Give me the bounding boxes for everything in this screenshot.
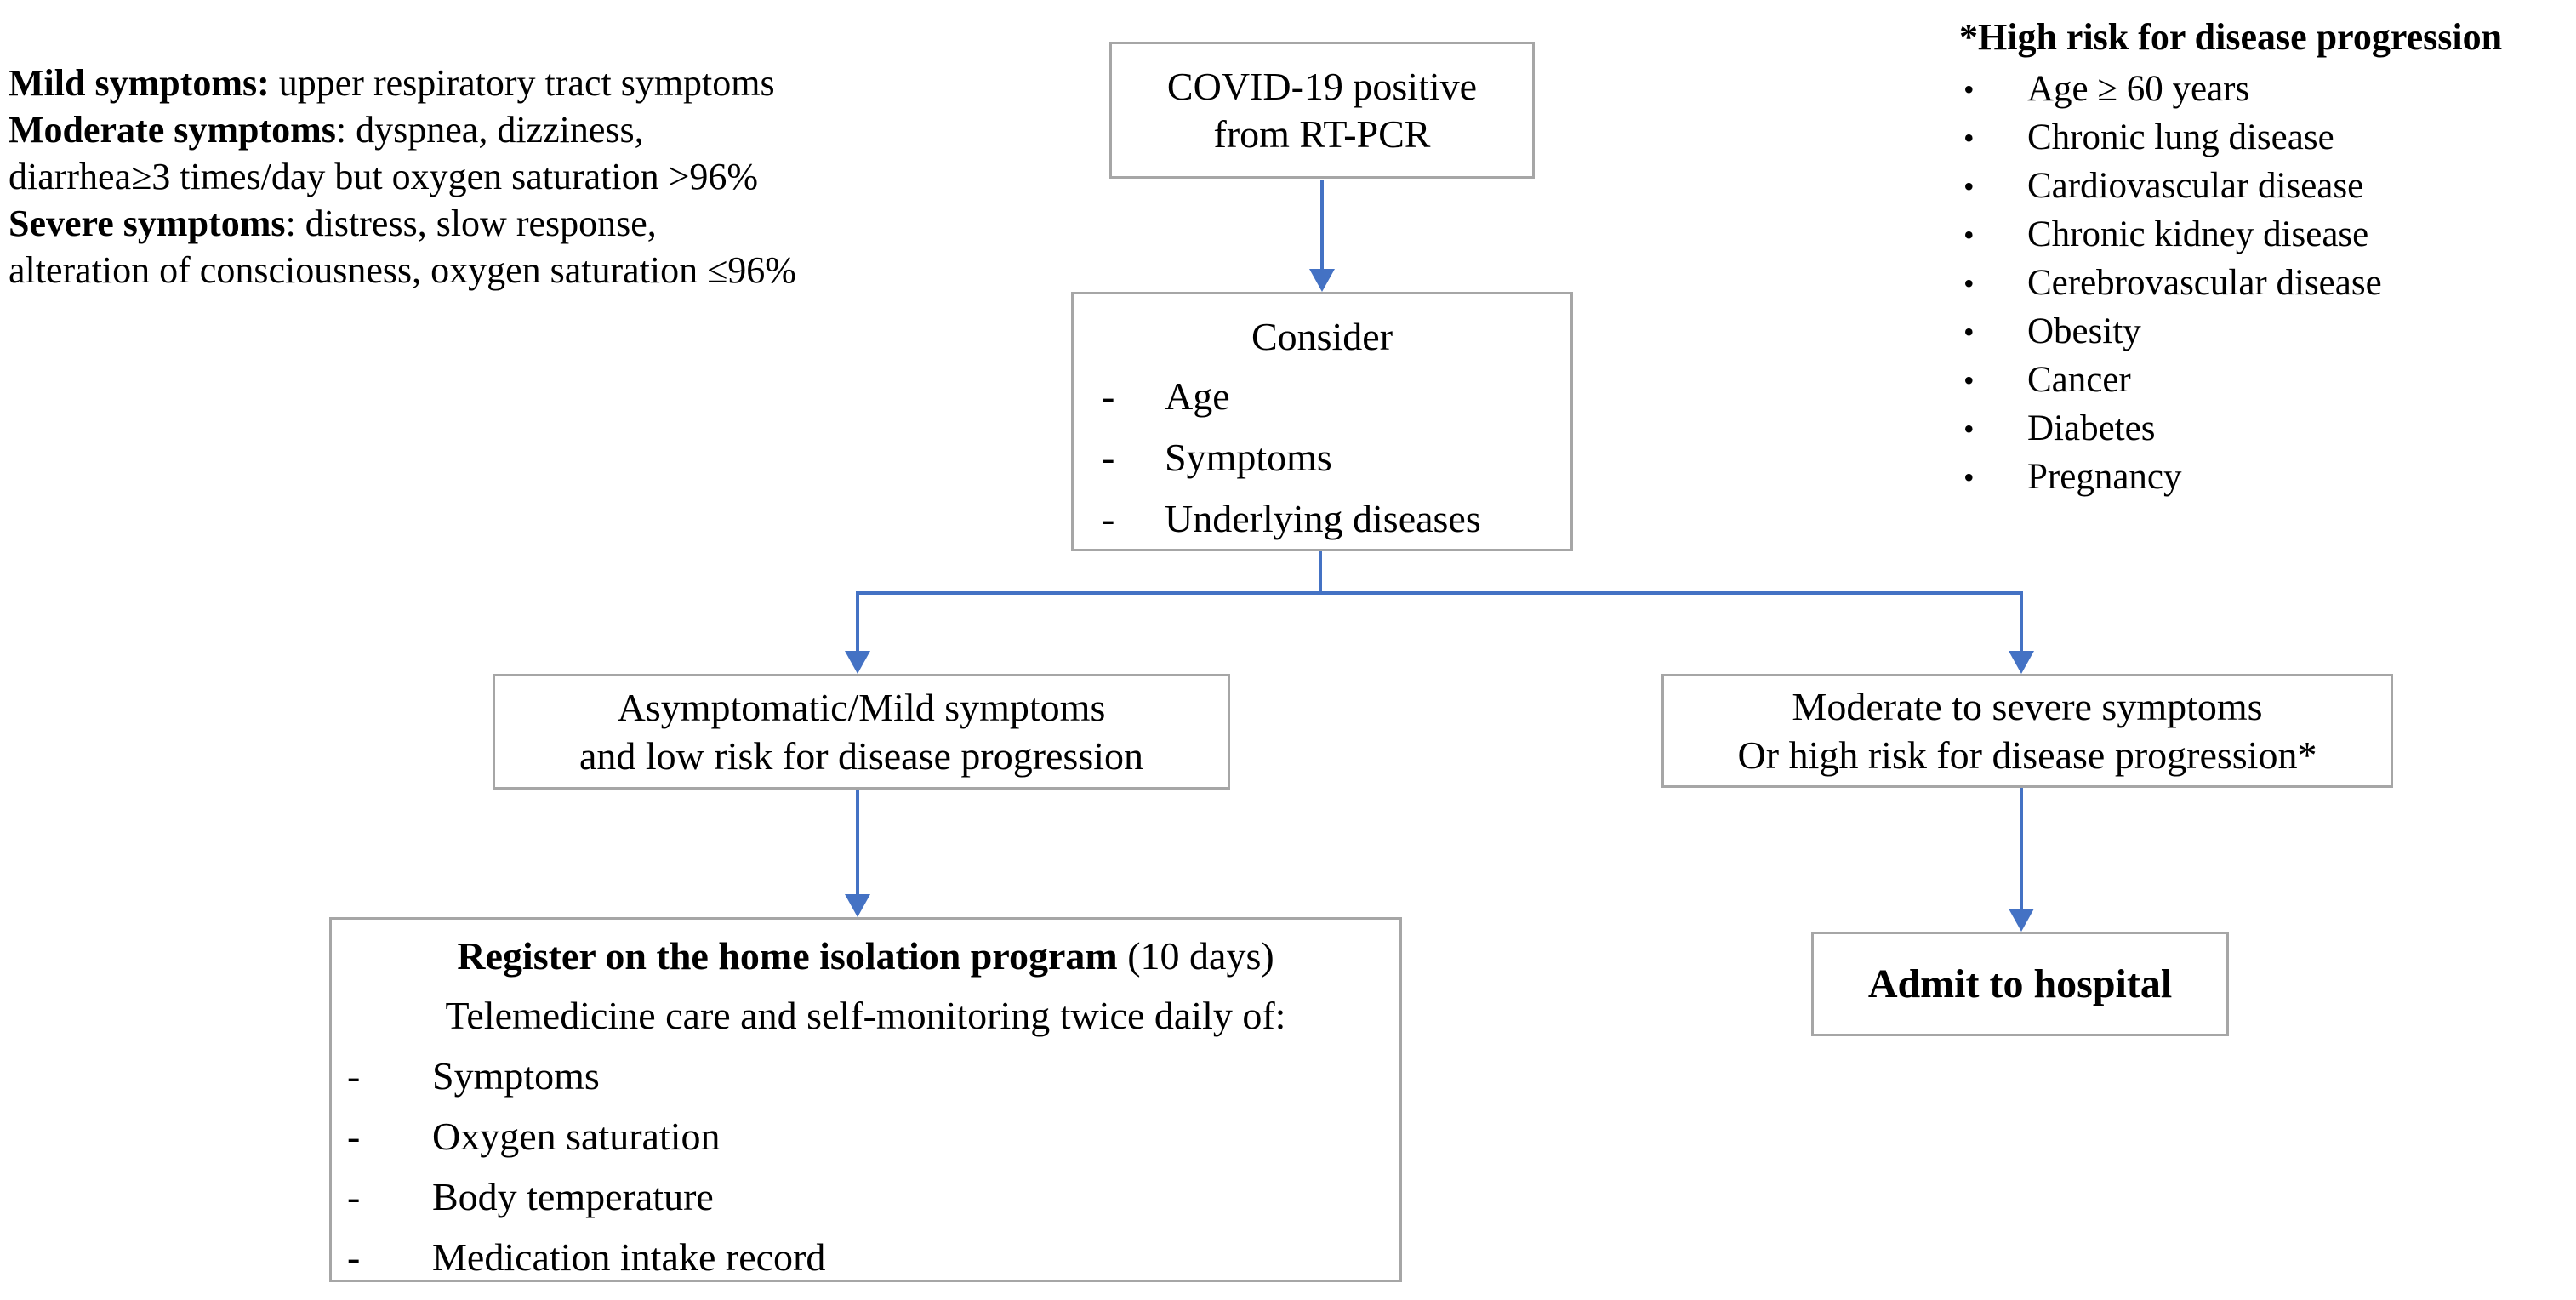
- consider-box: Consider - Age - Symptoms - Underlying dise…: [1071, 292, 1573, 551]
- arrow-down-icon: [1309, 269, 1335, 292]
- monitoring-item-oxygen-saturation: - Oxygen saturation: [332, 1106, 1399, 1166]
- dash-marker: -: [347, 1054, 361, 1098]
- dash-marker: -: [1102, 374, 1115, 418]
- arrow-split-to-mild-line: [856, 591, 859, 653]
- covid-box-line1: COVID-19 positive: [1166, 64, 1478, 108]
- list-item: • Chronic kidney disease: [1963, 214, 2369, 254]
- bullet-marker: •: [1963, 459, 1975, 494]
- dash-marker: -: [1102, 497, 1115, 540]
- arrow-severe-to-admit-line: [2020, 788, 2023, 910]
- moderate-symptoms-label: Moderate symptoms: [9, 109, 336, 151]
- mild-symptoms-label: Mild symptoms:: [9, 62, 270, 104]
- dash-marker: -: [1102, 436, 1115, 479]
- monitoring-item-medication-record: - Medication intake record: [332, 1227, 1399, 1287]
- consider-item-underlying-diseases: - Underlying diseases: [1074, 488, 1570, 550]
- list-item: • Pregnancy: [1963, 457, 2182, 497]
- list-item: • Age ≥ 60 years: [1963, 69, 2250, 109]
- bullet-marker: •: [1963, 362, 1975, 397]
- list-item: • Cerebrovascular disease: [1963, 263, 2382, 303]
- dash-marker: -: [347, 1115, 361, 1158]
- symptom-severity-legend: Mild symptoms: upper respiratory tract s…: [9, 60, 927, 294]
- covid-box-line2: from RT-PCR: [1213, 111, 1431, 156]
- arrow-down-icon: [845, 894, 870, 917]
- arrow-split-to-severe-line: [2020, 591, 2023, 653]
- consider-box-title: Consider: [1251, 315, 1393, 358]
- legend-line-moderate: Moderate symptoms: dyspnea, dizziness,: [9, 109, 644, 151]
- legend-line-severe-cont: alteration of consciousness, oxygen satu…: [9, 249, 796, 291]
- high-risk-list: • Age ≥ 60 years • Chronic lung disease • C…: [1963, 65, 2559, 501]
- arrow-down-icon: [845, 651, 870, 674]
- consider-item-symptoms: - Symptoms: [1074, 427, 1570, 488]
- list-item: • Obesity: [1963, 311, 2141, 351]
- arrow-down-icon: [2009, 909, 2034, 932]
- list-item: • Diabetes: [1963, 408, 2156, 448]
- mild-branch-line2: and low risk for disease progression: [578, 734, 1144, 778]
- monitoring-item-symptoms: - Symptoms: [332, 1046, 1399, 1106]
- arrow-mild-to-register-line: [856, 790, 859, 897]
- home-isolation-subtitle: Telemedicine care and self-monitoring tw…: [445, 994, 1286, 1037]
- severe-branch-box: Moderate to severe symptoms Or high risk…: [1661, 674, 2393, 788]
- bullet-marker: •: [1963, 120, 1975, 155]
- mild-branch-line1: Asymptomatic/Mild symptoms: [617, 686, 1106, 729]
- connector-consider-stem: [1319, 551, 1322, 595]
- severe-symptoms-label: Severe symptoms: [9, 202, 286, 244]
- home-isolation-box: Register on the home isolation program (…: [329, 917, 1402, 1282]
- admit-hospital-box: Admit to hospital: [1811, 932, 2229, 1036]
- bullet-marker: •: [1963, 168, 1975, 203]
- bullet-marker: •: [1963, 217, 1975, 252]
- bullet-marker: •: [1963, 411, 1975, 446]
- arrow-covid-to-consider-line: [1320, 180, 1324, 272]
- legend-line-severe: Severe symptoms: distress, slow response…: [9, 202, 657, 244]
- dash-marker: -: [347, 1235, 361, 1279]
- list-item: • Cancer: [1963, 360, 2131, 400]
- list-item: • Cardiovascular disease: [1963, 166, 2364, 206]
- legend-line-moderate-cont: diarrhea≥3 times/day but oxygen saturati…: [9, 156, 759, 197]
- connector-split-horizontal: [856, 591, 2023, 595]
- covid-positive-box: COVID-19 positive from RT-PCR: [1109, 42, 1535, 179]
- arrow-down-icon: [2009, 651, 2034, 674]
- dash-marker: -: [347, 1175, 361, 1218]
- severe-branch-line1: Moderate to severe symptoms: [1792, 685, 2263, 728]
- high-risk-title: *High risk for disease progression: [1959, 16, 2503, 58]
- list-item: • Chronic lung disease: [1963, 117, 2334, 157]
- monitoring-item-body-temperature: - Body temperature: [332, 1166, 1399, 1227]
- severe-branch-line2: Or high risk for disease progression*: [1737, 733, 2317, 777]
- bullet-marker: •: [1963, 265, 1975, 300]
- legend-line-mild: Mild symptoms: upper respiratory tract s…: [9, 62, 775, 104]
- admit-hospital-label: Admit to hospital: [1867, 961, 2173, 1006]
- bullet-marker: •: [1963, 314, 1975, 349]
- consider-item-age: - Age: [1074, 366, 1570, 427]
- home-isolation-title: Register on the home isolation program (…: [457, 934, 1274, 978]
- bullet-marker: •: [1963, 71, 1975, 106]
- mild-branch-box: Asymptomatic/Mild symptoms and low risk …: [493, 674, 1230, 790]
